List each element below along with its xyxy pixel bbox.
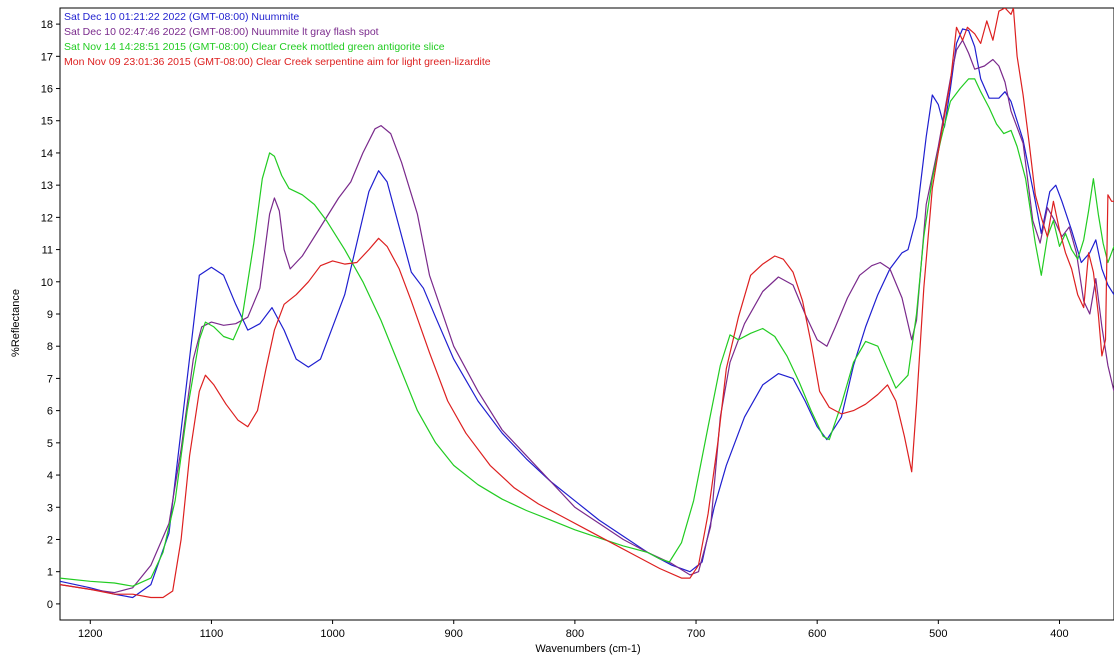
y-tick-label: 12 (41, 212, 53, 224)
x-tick-label: 700 (687, 628, 705, 640)
legend-entry: Mon Nov 09 23:01:36 2015 (GMT-08:00) Cle… (64, 56, 491, 68)
y-tick-label: 7 (47, 373, 53, 385)
x-tick-label: 800 (566, 628, 584, 640)
y-axis-label: %Reflectance (10, 289, 22, 357)
y-tick-label: 6 (47, 406, 53, 418)
x-tick-label: 500 (929, 628, 947, 640)
y-tick-label: 9 (47, 309, 53, 321)
y-axis-title: %Reflectance (10, 289, 22, 357)
y-tick-label: 17 (41, 51, 53, 63)
y-tick-label: 18 (41, 19, 53, 31)
y-tick-label: 11 (42, 245, 53, 257)
legend: Sat Dec 10 01:21:22 2022 (GMT-08:00) Nuu… (64, 11, 491, 68)
y-tick-label: 15 (41, 116, 53, 128)
x-tick-label: 400 (1050, 628, 1068, 640)
y-tick-label: 3 (47, 502, 53, 514)
y-tick-label: 0 (47, 599, 53, 611)
legend-entry: Sat Dec 10 02:47:46 2022 (GMT-08:00) Nuu… (64, 26, 379, 38)
y-tick-label: 10 (41, 277, 53, 289)
y-tick-label: 16 (41, 84, 53, 96)
y-tick-label: 14 (41, 148, 53, 160)
x-tick-label: 1100 (200, 628, 224, 640)
y-tick-label: 1 (47, 567, 53, 579)
series-layer (60, 8, 1114, 599)
y-tick-label: 2 (47, 534, 53, 546)
y-tick-label: 8 (47, 341, 53, 353)
x-axis-label: Wavenumbers (cm-1) (535, 643, 640, 655)
series-line-1 (60, 28, 1114, 599)
x-tick-label: 1200 (78, 628, 102, 640)
y-tick-label: 4 (47, 470, 53, 482)
series-line-3 (60, 78, 1114, 587)
x-tick-label: 1000 (320, 628, 344, 640)
y-tick-label: 13 (41, 180, 53, 192)
legend-entry: Sat Dec 10 01:21:22 2022 (GMT-08:00) Nuu… (64, 11, 299, 23)
y-tick-label: 5 (47, 438, 53, 450)
x-tick-label: 900 (445, 628, 463, 640)
legend-entry: Sat Nov 14 14:28:51 2015 (GMT-08:00) Cle… (64, 41, 445, 53)
x-tick-label: 600 (808, 628, 826, 640)
series-line-4 (60, 8, 1114, 599)
